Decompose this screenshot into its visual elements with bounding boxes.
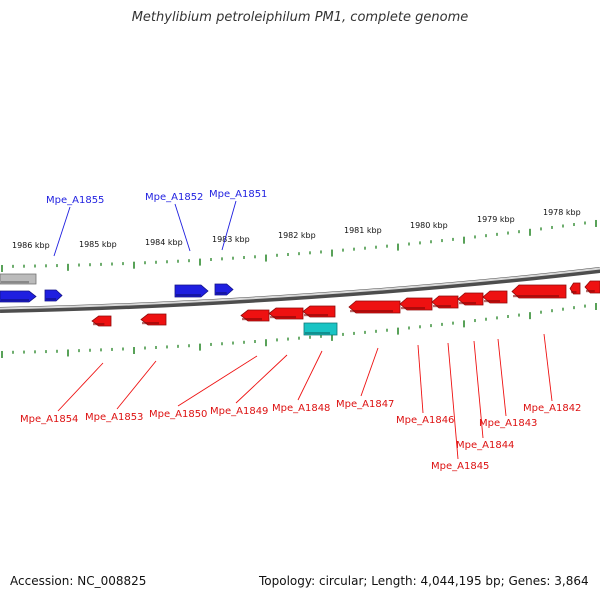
reverse-gene-9-shade	[484, 300, 500, 303]
forward-gene-a1851-shade	[216, 292, 227, 295]
scale-label: 1986 kbp	[12, 241, 50, 250]
forward-gene-a1855	[0, 290, 37, 303]
genome-summary-text: Topology: circular; Length: 4,044,195 bp…	[259, 574, 589, 588]
gene-label-mpe-a1855[interactable]: Mpe_A1855	[46, 195, 104, 206]
gene-label-mpe-a1844[interactable]: Mpe_A1844	[456, 440, 514, 451]
highlight-gene-shade	[305, 332, 330, 335]
reverse-gene-10-shade	[513, 295, 559, 298]
reverse-gene-8	[457, 292, 484, 306]
scale-label: 1978 kbp	[543, 208, 581, 217]
leader-line-7	[297, 350, 323, 401]
reverse-gene-0	[91, 315, 112, 327]
forward-gene-a1851	[214, 283, 234, 296]
leader-line-10	[447, 342, 459, 460]
reverse-gene-2	[240, 309, 270, 322]
upper-tick-ruler	[1, 219, 597, 272]
forward-gene-a1854b-shade	[46, 298, 57, 301]
reverse-gene-11-shade	[571, 291, 577, 294]
reverse-gene-9	[482, 290, 508, 304]
reverse-gene-2-shade	[242, 318, 262, 321]
grey-feature-shade	[1, 281, 29, 284]
grey-feature	[0, 273, 37, 285]
genome-title: Methylibium petroleiphilum PM1, complete…	[131, 10, 469, 25]
forward-gene-a1852-shade	[176, 294, 201, 297]
reverse-gene-7-shade	[433, 305, 451, 308]
reverse-gene-0-shade	[93, 323, 105, 326]
feature-arrows	[0, 273, 600, 336]
leader-line-12	[497, 338, 507, 417]
leader-line-3	[57, 362, 104, 412]
scale-label: 1981 kbp	[344, 226, 382, 235]
gene-label-mpe-a1842[interactable]: Mpe_A1842	[523, 403, 581, 414]
reverse-gene-12-shade	[586, 290, 595, 293]
leader-line-2	[221, 200, 237, 251]
leader-line-5	[177, 355, 258, 407]
reverse-gene-4-shade	[304, 314, 328, 317]
forward-gene-a1854b	[44, 289, 63, 302]
reverse-gene-4	[302, 305, 336, 318]
leader-line-13	[543, 333, 553, 402]
scale-label: 1984 kbp	[145, 238, 183, 247]
gene-label-mpe-a1846[interactable]: Mpe_A1846	[396, 415, 454, 426]
reverse-gene-6	[399, 297, 433, 311]
gene-label-mpe-a1849[interactable]: Mpe_A1849	[210, 406, 268, 417]
gene-labels: Mpe_A1855 Mpe_A1852 Mpe_A1851 Mpe_A1854 …	[20, 189, 581, 472]
leader-line-0	[53, 206, 71, 257]
scale-labels: 1986 kbp 1985 kbp 1984 kbp 1983 kbp 1982…	[12, 208, 581, 250]
highlight-gene	[303, 322, 338, 336]
reverse-gene-12	[584, 280, 600, 294]
reverse-gene-7	[431, 295, 459, 309]
reverse-gene-8-shade	[459, 302, 476, 305]
scale-label: 1983 kbp	[212, 235, 250, 244]
scale-label: 1979 kbp	[477, 215, 515, 224]
leader-line-9	[417, 344, 424, 414]
leader-line-6	[235, 354, 288, 404]
gene-label-mpe-a1848[interactable]: Mpe_A1848	[272, 403, 330, 414]
reverse-gene-10-body	[511, 284, 567, 299]
reverse-gene-11	[569, 282, 581, 295]
gene-label-mpe-a1854[interactable]: Mpe_A1854	[20, 414, 78, 425]
gene-label-mpe-a1852[interactable]: Mpe_A1852	[145, 192, 203, 203]
forward-gene-a1855-shade	[1, 299, 29, 302]
reverse-gene-6-shade	[401, 307, 425, 310]
reverse-gene-5-shade	[350, 310, 393, 313]
gene-label-mpe-a1847[interactable]: Mpe_A1847	[336, 399, 394, 410]
leader-line-8	[360, 347, 379, 397]
leader-line-1	[174, 203, 191, 252]
scale-label: 1980 kbp	[410, 221, 448, 230]
leader-line-4	[116, 360, 157, 410]
reverse-gene-1	[140, 313, 167, 326]
backbone-arc	[0, 267, 600, 313]
gene-label-mpe-a1851[interactable]: Mpe_A1851	[209, 189, 267, 200]
backbone-highlight	[0, 267, 600, 310]
gene-label-mpe-a1853[interactable]: Mpe_A1853	[85, 412, 143, 423]
gene-label-mpe-a1843[interactable]: Mpe_A1843	[479, 418, 537, 429]
scale-label: 1982 kbp	[278, 231, 316, 240]
reverse-gene-10	[511, 284, 567, 299]
reverse-gene-3	[268, 307, 304, 320]
leader-lines	[53, 200, 553, 460]
reverse-gene-1-shade	[142, 322, 159, 325]
accession-text: Accession: NC_008825	[10, 574, 147, 588]
genome-backbone	[0, 267, 600, 313]
gene-label-mpe-a1850[interactable]: Mpe_A1850	[149, 409, 207, 420]
reverse-gene-5	[348, 300, 401, 314]
leader-line-11	[473, 340, 484, 439]
forward-gene-a1852	[174, 284, 209, 298]
lower-tick-ruler	[1, 302, 597, 358]
reverse-gene-3-shade	[270, 316, 296, 319]
gene-label-mpe-a1845[interactable]: Mpe_A1845	[431, 461, 489, 472]
scale-label: 1985 kbp	[79, 240, 117, 249]
